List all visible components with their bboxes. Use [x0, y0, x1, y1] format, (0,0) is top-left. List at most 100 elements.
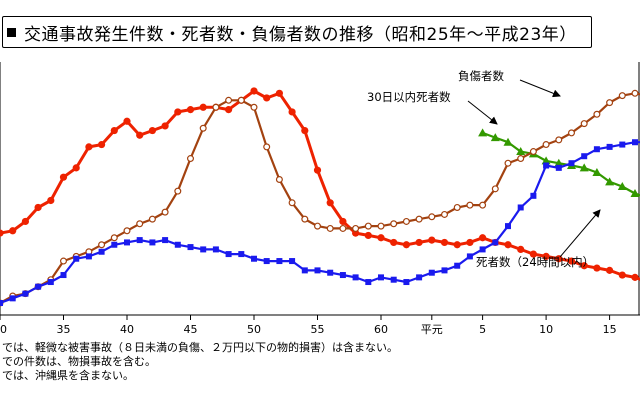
data-point-deaths24 — [593, 264, 601, 272]
data-point-deaths24 — [453, 241, 461, 249]
data-point-accidents — [301, 267, 308, 274]
annotation-deaths24: 死者数（24時間以内） — [476, 255, 594, 269]
data-point-accidents — [339, 272, 346, 279]
data-point-accidents — [60, 272, 67, 279]
data-point-accidents — [530, 192, 537, 199]
chart-title: 交通事故発生件数・死者数・負傷者数の推移（昭和25年～平成23年） — [24, 24, 577, 45]
data-point-deaths30 — [630, 188, 640, 197]
data-point-injured — [136, 220, 144, 228]
data-point-injured — [225, 96, 233, 104]
data-point-accidents — [619, 141, 626, 148]
data-point-deaths24 — [21, 217, 29, 226]
data-point-deaths24 — [72, 164, 80, 172]
data-point-injured — [98, 241, 106, 249]
data-point-accidents — [581, 153, 588, 160]
x-tick-label: 55 — [311, 323, 325, 336]
data-point-deaths24 — [606, 266, 614, 274]
data-point-accidents — [0, 300, 3, 306]
data-point-accidents — [73, 255, 80, 262]
chart-title-box: 交通事故発生件数・死者数・負傷者数の推移（昭和25年～平成23年） — [2, 16, 592, 48]
data-point-deaths24 — [148, 126, 156, 135]
data-point-accidents — [378, 274, 384, 281]
data-point-accidents — [632, 139, 638, 146]
data-point-injured — [466, 201, 474, 209]
data-point-accidents — [555, 164, 562, 171]
data-point-deaths24 — [313, 166, 322, 174]
data-point-deaths24 — [263, 94, 271, 102]
data-point-accidents — [200, 246, 207, 253]
data-point-injured — [618, 92, 626, 100]
data-point-deaths24 — [542, 252, 550, 260]
data-point-deaths30 — [516, 147, 526, 156]
data-point-deaths24 — [326, 199, 334, 207]
data-point-accidents — [454, 262, 461, 269]
data-point-deaths24 — [0, 229, 4, 237]
data-point-accidents — [22, 290, 29, 297]
data-point-accidents — [85, 253, 92, 260]
data-point-accidents — [124, 239, 130, 246]
data-point-accidents — [238, 251, 245, 258]
data-point-accidents — [276, 258, 283, 265]
data-point-deaths30 — [541, 156, 551, 165]
data-point-accidents — [327, 269, 334, 276]
data-point-injured — [555, 136, 563, 144]
data-point-injured — [161, 208, 169, 216]
data-point-injured — [237, 96, 245, 104]
data-point-injured — [453, 203, 461, 211]
data-point-deaths24 — [47, 196, 55, 205]
data-point-injured — [59, 257, 67, 265]
data-point-accidents — [441, 267, 448, 274]
x-tick-label: 30 — [0, 323, 7, 336]
data-point-injured — [339, 224, 347, 232]
data-point-deaths24 — [504, 241, 512, 249]
data-point-accidents — [111, 241, 118, 248]
data-point-injured — [415, 215, 423, 223]
data-point-accidents — [187, 244, 194, 251]
data-point-accidents — [212, 246, 219, 253]
data-point-injured — [212, 103, 220, 111]
data-point-deaths30 — [478, 128, 488, 137]
data-point-deaths24 — [161, 122, 169, 130]
data-point-accidents — [225, 251, 232, 258]
data-point-deaths30 — [554, 158, 564, 167]
data-point-deaths24 — [288, 108, 296, 116]
data-point-injured — [402, 217, 410, 225]
data-point-accidents — [47, 279, 54, 286]
x-tick-label: 60 — [374, 323, 388, 336]
data-point-accidents — [403, 279, 410, 286]
data-point-deaths24 — [34, 203, 42, 212]
data-point-deaths24 — [517, 245, 525, 254]
data-point-injured — [529, 148, 537, 156]
data-point-injured — [187, 155, 195, 163]
data-point-injured — [567, 129, 575, 137]
data-point-deaths24 — [59, 173, 68, 181]
note-2: での件数は、物損事故を含む。 — [2, 355, 156, 368]
x-tick-label: 35 — [57, 323, 71, 336]
data-point-accidents — [593, 146, 600, 153]
x-tick-label: 45 — [184, 323, 198, 336]
data-point-accidents — [251, 255, 257, 262]
data-point-accidents — [390, 276, 397, 283]
data-point-injured — [631, 89, 639, 97]
data-point-injured — [250, 103, 258, 111]
annotation-injured: 負傷者数 — [458, 69, 504, 83]
data-point-deaths30 — [503, 137, 513, 146]
data-point-accidents — [365, 279, 372, 286]
chart-notes: では、軽微な被害事故（８日未満の負傷、２万円以下の物的損害）は含まない。 での件… — [2, 341, 398, 383]
data-point-deaths24 — [186, 106, 195, 114]
data-point-injured — [606, 99, 614, 107]
data-point-deaths24 — [567, 257, 576, 265]
data-point-injured — [441, 210, 449, 218]
data-point-injured — [504, 159, 512, 167]
data-point-injured — [110, 234, 118, 242]
note-3: では、沖縄県を含まない。 — [2, 369, 134, 382]
data-point-deaths24 — [390, 238, 398, 247]
data-point-accidents — [9, 295, 16, 302]
data-point-deaths24 — [250, 87, 258, 95]
x-tick-label: 50 — [247, 323, 261, 336]
data-point-accidents — [479, 246, 486, 253]
data-point-injured — [148, 215, 156, 223]
data-point-accidents — [492, 239, 499, 246]
data-point-accidents — [428, 269, 435, 276]
data-point-accidents — [263, 258, 270, 265]
